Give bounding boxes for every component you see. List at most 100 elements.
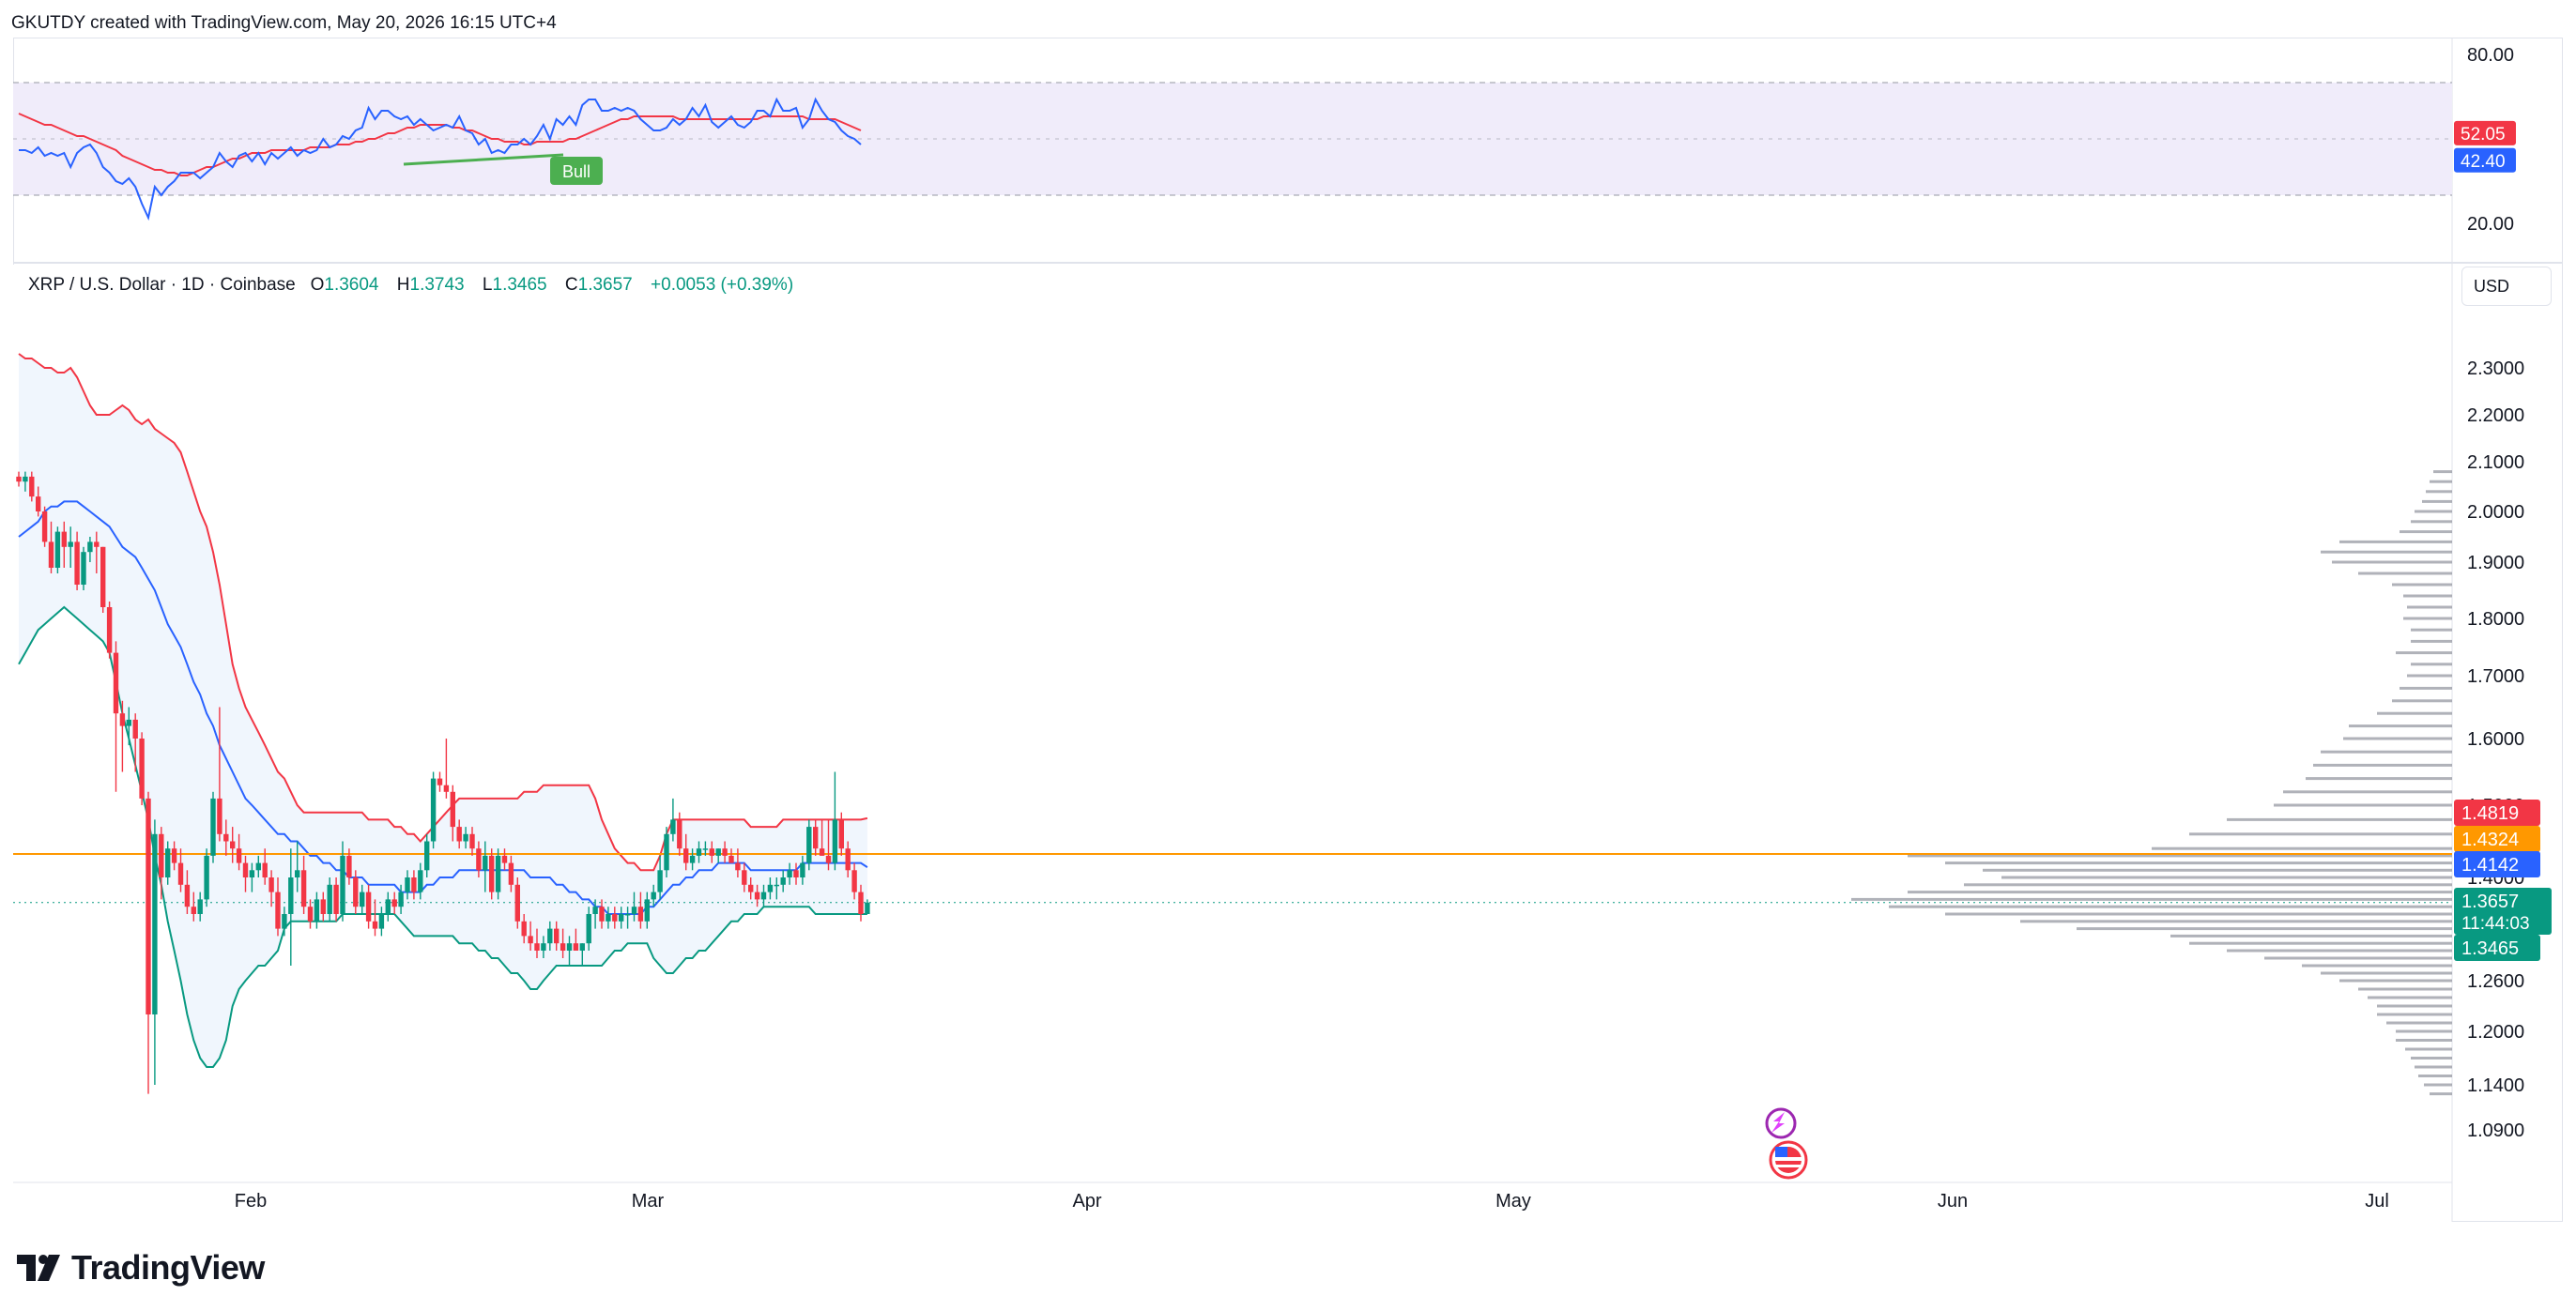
candle-body [113,652,119,714]
candlestick-series [16,471,870,1094]
price-axis: 2.3000 2.2000 2.1000 2.0000 1.9000 1.8000 1.70… [2467,358,2524,1141]
volume-profile-bar [2415,1065,2452,1069]
candle-body [547,928,553,944]
price-axis-tick: 1.8000 [2467,609,2524,630]
tradingview-brand[interactable]: TradingView [17,1248,265,1288]
volume-profile-bar [1908,891,2452,894]
volume-profile-bar [2400,530,2452,534]
candle-body [664,833,669,871]
volume-profile-bar [2424,1083,2452,1087]
candle-body [696,848,702,856]
candle-body [74,541,80,585]
candle-body [800,862,805,877]
candle-body [320,899,326,914]
candle-body [560,943,566,951]
candle-body [619,914,624,922]
volume-profile-bar [2368,996,2452,999]
legend-open-label: O [310,275,325,295]
candle-body [534,943,540,951]
time-axis-label: Jul [2365,1191,2389,1212]
candle-body [94,541,100,547]
candle-body [314,899,320,922]
bb-upper-tag-bg [2454,800,2540,826]
bull-label: Bull [562,162,590,181]
hline-tag: 1.4324 [2461,830,2519,850]
divergence-line [403,153,564,166]
candle-body [242,862,249,877]
candle-body [787,870,792,877]
volume-profile-bar [2001,876,2452,879]
low-price-tag-bg [2454,935,2540,961]
volume-profile-bar [2358,572,2452,575]
time-axis-label: Mar [632,1191,665,1212]
candle-body [249,870,255,877]
candle-body [476,848,482,871]
candle-body [346,855,352,877]
candle-body [223,833,229,842]
price-axis-tick: 1.7000 [2467,666,2524,687]
rsi-pane: Bull 80.00 20.00 52.05 42.40 [13,45,2563,264]
candle-body [514,884,520,922]
candle-body [677,819,682,849]
candle-body [191,907,196,914]
volume-profile-bar [2170,934,2452,938]
candle-body [340,855,345,914]
price-axis-tick: 2.1000 [2467,452,2524,473]
price-axis-tick: 1.2600 [2467,971,2524,992]
candle-body [528,936,533,944]
candle-body [177,862,184,885]
bull-badge [550,157,603,185]
horizontal-line [13,853,2452,904]
volume-profile-bar [1889,905,2452,908]
candle-body [16,476,22,482]
candle-body [760,892,767,900]
candle-body [61,531,67,547]
candle-body [81,552,86,585]
candle-body [23,476,28,482]
candle-body [327,884,332,914]
candle-body [521,921,527,937]
currency-button[interactable]: USD [2461,267,2552,306]
candle-body [683,848,689,863]
volume-profile-bar [1945,861,2452,865]
candle-body [495,855,501,892]
rsi-band-fill [13,83,2452,195]
candle-body [255,862,261,871]
rsi-value-tag-bg [2454,147,2516,173]
price-axis-tick: 2.2000 [2467,405,2524,426]
volume-profile-bar [2403,594,2452,598]
candle-body [126,719,131,726]
volume-profile-bar [2377,1013,2452,1016]
time-axis-label: Apr [1072,1191,1101,1212]
candle-body [592,907,598,914]
bb-lower-line [18,605,867,1068]
volume-profile-bar [2400,686,2452,690]
legend-change: +0.0053 (+0.39%) [651,275,794,295]
grid-lines [13,38,2453,1222]
volume-profile-bar [2343,737,2452,740]
candle-body [483,855,488,871]
candle-body [391,899,397,907]
volume-profile-bar [2339,540,2452,543]
candle-body [48,541,54,568]
candle-body [146,798,151,1014]
candle-body [631,907,637,914]
legend-high-label: H [396,275,410,295]
candle-body [845,848,851,871]
candle-body [728,855,734,863]
candle-body [767,884,774,892]
legend-open: 1.3604 [324,275,379,295]
candle-body [813,827,819,849]
candle-body [865,902,870,914]
candle-body [599,907,605,922]
volume-profile-bar [2411,663,2452,666]
candle-body [566,943,573,951]
rsi-ma-line [18,113,862,176]
candle-body [612,914,618,922]
candle-body [424,841,430,871]
candle-body [501,855,508,863]
volume-profile-bar [2227,949,2452,953]
candle-body [159,833,164,877]
volume-profile-bar [2407,674,2452,678]
